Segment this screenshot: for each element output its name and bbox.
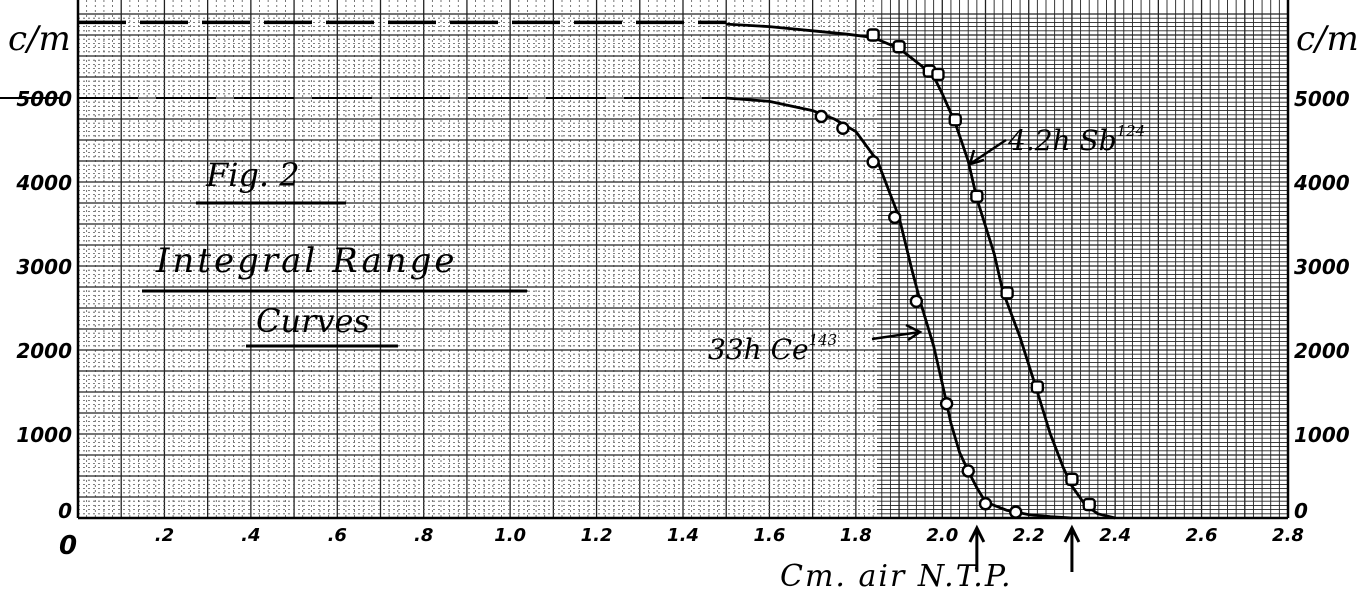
range-arrow [1063, 524, 1081, 572]
data-point [1009, 505, 1023, 519]
x-tick-labels: 0 .2 .4 .6 .8 1.0 1.2 1.4 1.6 1.8 2.0 2.2 2.4 2.6 2.8 [59, 525, 1304, 561]
data-point [948, 113, 962, 127]
y-tick-label-left: 1000 [16, 423, 72, 447]
y-tick-label-right: 5000 [1294, 87, 1350, 111]
y-axis-label-left: c/m [8, 19, 71, 59]
series-label-ce: 33h Ce143 [708, 331, 837, 366]
chart-title: Fig. 2 [205, 156, 300, 194]
chart-axes [76, 0, 1290, 520]
data-point [866, 155, 880, 169]
x-tick-label: 1.2 [581, 525, 613, 546]
x-tick-label: 2.2 [1013, 525, 1045, 546]
y-tick-label-left: 3000 [16, 255, 72, 279]
x-tick-label: 2.0 [926, 525, 958, 546]
x-tick-label: .4 [241, 525, 260, 546]
x-tick-label: 2.6 [1186, 525, 1218, 546]
series-layer [726, 22, 1116, 520]
data-point [814, 109, 828, 124]
data-point [1065, 472, 1079, 487]
x-tick-label: .2 [155, 525, 174, 546]
x-tick-label: 1.0 [494, 525, 526, 546]
data-point [1030, 380, 1045, 394]
y-tick-label-left: 4000 [15, 171, 72, 195]
x-tick-label: 1.8 [840, 525, 872, 546]
y-tick-label-right: 2000 [1294, 339, 1350, 363]
chart-subtitle: Integral Range [155, 241, 458, 281]
data-point [931, 67, 945, 82]
x-tick-label: 1.6 [753, 525, 785, 546]
series-label-ce-base: 33h Ce [708, 333, 809, 366]
data-point [978, 497, 993, 511]
data-point [939, 397, 954, 411]
x-tick-label: .6 [328, 525, 347, 546]
x-tick-label: 2.4 [1099, 525, 1131, 546]
y-tick-label-right: 4000 [1293, 171, 1350, 195]
series-label-ce-pointer [871, 323, 923, 342]
chart-subtitle-2: Curves [256, 302, 370, 340]
y-axis-label-right: c/m [1296, 19, 1359, 59]
data-point [961, 464, 975, 478]
y-tick-label-left: 0 [58, 499, 72, 523]
series-label-sb-sup: 124 [1117, 122, 1146, 140]
y-tick-label-left: 2000 [16, 339, 72, 363]
data-point [1082, 497, 1096, 512]
range-arrows [968, 524, 1081, 572]
series-label-sb-base: 4.2h Sb [1007, 124, 1117, 157]
plateau-dashes [0, 20, 727, 99]
series-label-ce-sup: 143 [809, 331, 838, 349]
series-label-sb: 4.2h Sb124 [1007, 122, 1145, 157]
y-tick-label-right: 3000 [1294, 255, 1350, 279]
graph-paper-grid [77, 0, 1289, 519]
y-tick-label-right: 0 [1294, 499, 1308, 523]
data-point [888, 210, 902, 224]
x-axis-label: Cm. air N.T.P. [780, 559, 1012, 594]
series-line-0 [726, 96, 1072, 520]
data-point [909, 294, 924, 308]
y-tick-labels-right: 0 1000 2000 3000 4000 5000 [1293, 87, 1350, 523]
y-tick-label-right: 1000 [1294, 423, 1350, 447]
y-tick-labels-left: 0 1000 2000 3000 4000 5000 [15, 87, 72, 523]
data-point [1000, 286, 1014, 300]
data-point [836, 121, 850, 135]
figure-title-block: Fig. 2 Integral Range Curves [142, 156, 527, 348]
x-tick-label: 2.8 [1272, 525, 1304, 546]
data-point [892, 40, 906, 54]
data-point [970, 189, 984, 203]
y-tick-label-left: 5000 [16, 87, 72, 111]
series-label-sb-pointer [968, 138, 1007, 166]
x-tick-label: 0 [59, 531, 77, 561]
data-point [866, 28, 880, 42]
range-arrow [968, 524, 986, 572]
x-tick-label: 1.4 [667, 525, 699, 546]
x-tick-label: .8 [414, 525, 433, 546]
